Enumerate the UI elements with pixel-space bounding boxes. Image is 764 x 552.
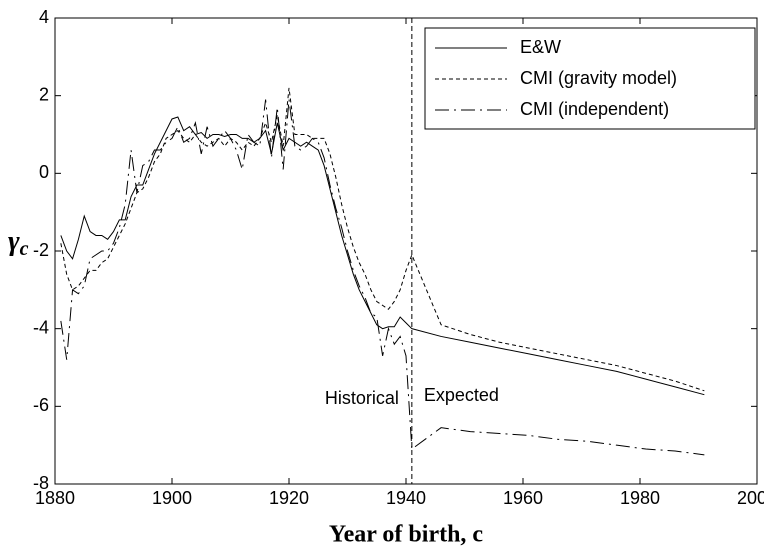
y-tick-label: -2 — [33, 240, 49, 260]
y-label-subscript: c — [20, 238, 29, 260]
x-tick-label: 1900 — [152, 488, 192, 508]
x-tick-label: 1980 — [620, 488, 660, 508]
y-tick-label: -6 — [33, 395, 49, 415]
x-tick-label: 1960 — [503, 488, 543, 508]
y-tick-label: 4 — [39, 7, 49, 27]
x-tick-label: 2000 — [737, 488, 764, 508]
x-tick-label: 1880 — [35, 488, 75, 508]
y-tick-label: -4 — [33, 317, 49, 337]
series-line — [60, 99, 705, 456]
series-line — [60, 87, 705, 392]
series-line — [60, 116, 705, 396]
y-axis-label: γc — [8, 226, 29, 259]
annotation: Historical — [325, 388, 399, 408]
y-label-symbol: γ — [8, 226, 20, 257]
annotation: Expected — [424, 385, 499, 405]
x-axis-label: Year of birth, c — [329, 522, 484, 548]
y-tick-label: 2 — [39, 84, 49, 104]
x-tick-label: 1940 — [386, 488, 426, 508]
legend-label: CMI (independent) — [520, 99, 669, 119]
y-tick-label: -8 — [33, 473, 49, 493]
y-tick-label: 0 — [39, 162, 49, 182]
x-tick-label: 1920 — [269, 488, 309, 508]
legend-label: E&W — [520, 37, 561, 57]
legend-label: CMI (gravity model) — [520, 68, 677, 88]
